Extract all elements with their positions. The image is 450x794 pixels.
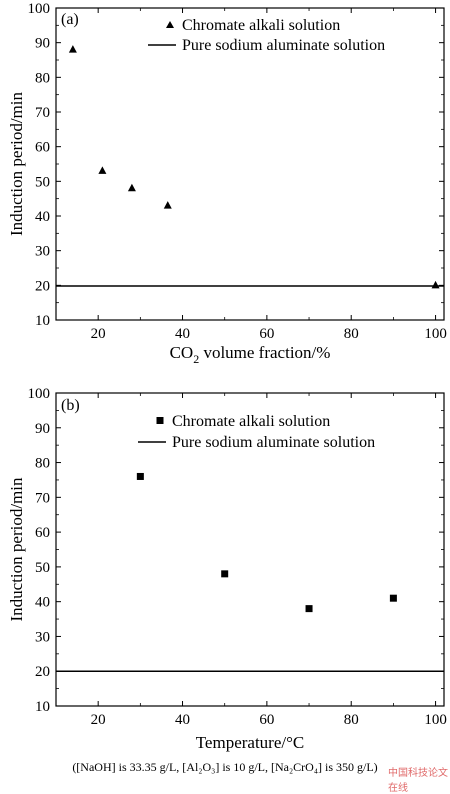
panel-b-legend-square-marker <box>156 417 164 424</box>
panel-a-x-axis-label: CO2 volume fraction/% <box>170 343 331 366</box>
panel-b-y-axis-label: Induction period/min <box>7 477 26 622</box>
panel-a-y-tick-label: 90 <box>35 36 50 52</box>
panel-a-data-point-triangle <box>163 201 172 209</box>
panel-b-y-tick-label: 30 <box>35 629 50 645</box>
panel-b-data-point-square <box>305 605 313 613</box>
panel-b-legend-label: Chromate alkali solution <box>172 413 330 430</box>
figure-caption: ([NaOH] is 33.35 g/L, [Al₂O₃] is 10 g/L,… <box>72 760 378 774</box>
panel-a-y-tick-label: 80 <box>35 70 50 86</box>
panel-a-legend-label: Pure sodium aluminate solution <box>182 37 385 54</box>
panel-a-x-tick-label: 60 <box>259 326 274 342</box>
panel-b-data-point-square <box>136 472 144 480</box>
panel-a-y-tick-label: 50 <box>35 174 50 190</box>
panel-b-panel-tag: (b) <box>61 397 80 414</box>
panel-a-x-tick-label: 80 <box>344 326 359 342</box>
panel-b-y-tick-label: 90 <box>35 421 50 437</box>
watermark: 中国科技论文在线 <box>388 768 448 794</box>
panel-a-x-tick-label: 100 <box>424 326 447 342</box>
panel-a-y-tick-label: 60 <box>35 140 50 156</box>
panel-a-data-point-triangle <box>127 183 136 192</box>
panel-b-data-point-square <box>389 594 397 602</box>
panel-a-y-tick-label: 100 <box>28 1 51 17</box>
panel-a-y-tick-label: 40 <box>35 209 50 225</box>
panel-b-legend-label: Pure sodium aluminate solution <box>172 434 375 451</box>
panel-b-y-tick-label: 70 <box>35 490 50 506</box>
panel-a-data-point-triangle <box>68 45 77 53</box>
panel-b-y-tick-label: 50 <box>35 560 50 576</box>
panel-a-legend-label: Chromate alkali solution <box>182 17 340 34</box>
panel-a-legend-triangle-marker <box>166 21 174 28</box>
panel-a-y-tick-label: 70 <box>35 105 50 121</box>
panel-b-x-tick-label: 60 <box>259 712 274 728</box>
panel-b-y-tick-label: 100 <box>28 386 51 402</box>
panel-b-data-point-square <box>221 570 229 578</box>
panel-a-x-tick-label: 20 <box>91 326 106 342</box>
panel-b-x-axis-label: Temperature/°C <box>196 733 305 752</box>
panel-b-x-tick-label: 20 <box>91 712 106 728</box>
panel-a-y-axis-label: Induction period/min <box>7 92 26 237</box>
panel-b-y-tick-label: 80 <box>35 456 50 472</box>
panel-a-x-tick-label: 40 <box>175 326 190 342</box>
panel-a-x-axis-label-rest: volume fraction/% <box>199 343 330 362</box>
figure: 10 20 30 40 50 60 70 80 90 100 20 40 60 80 100 (a) Induc… <box>7 1 447 752</box>
panel-b-y-tick-label: 60 <box>35 525 50 541</box>
panel-a-y-tick-label: 30 <box>35 244 50 260</box>
panel-a-x-axis-label-subscript: 2 <box>193 352 199 366</box>
panel-a-y-tick-label: 20 <box>35 278 50 294</box>
panel-b-y-tick-label: 10 <box>35 699 50 715</box>
panel-b-x-tick-label: 40 <box>175 712 190 728</box>
panel-a-plot-frame <box>55 7 445 321</box>
panel-a-data-point-triangle <box>98 166 107 174</box>
panel-b-x-tick-label: 100 <box>424 712 447 728</box>
panel-b-y-tick-label: 20 <box>35 664 50 680</box>
panel-a-data-point-triangle <box>431 280 440 289</box>
panel-b-y-tick-label: 40 <box>35 595 50 611</box>
panel-a-y-tick-label: 10 <box>35 313 50 329</box>
panel-b-x-tick-label: 80 <box>344 712 359 728</box>
panel-a-x-axis-label-main: CO <box>170 343 194 362</box>
panel-a-panel-tag: (a) <box>61 11 79 28</box>
